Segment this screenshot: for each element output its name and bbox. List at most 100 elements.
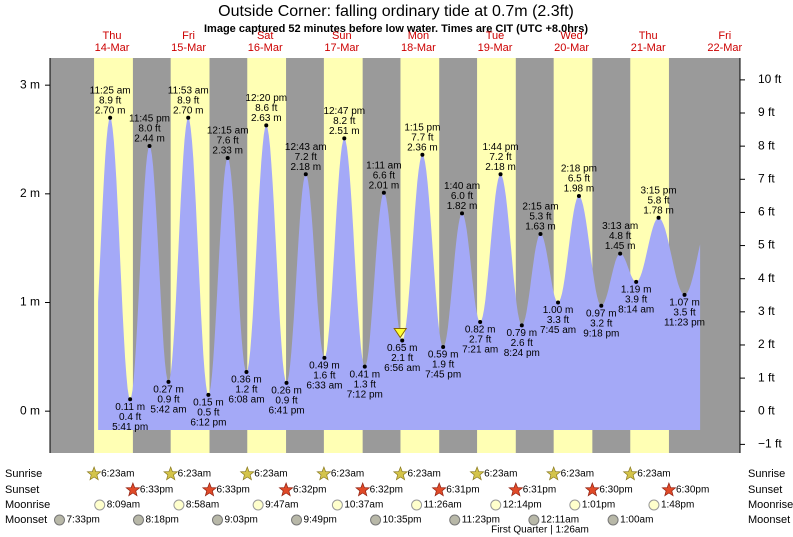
moonset-icon	[53, 514, 65, 526]
extreme-label: 2.6 ft	[511, 338, 533, 349]
extreme-label: 3.5 ft	[673, 308, 695, 319]
y2-tick-label: 9 ft	[758, 105, 775, 119]
almanac-label: Sunrise	[5, 468, 42, 480]
extreme-dot	[441, 345, 446, 350]
extreme-label: 1.63 m	[525, 222, 556, 233]
almanac-label: Moonrise	[748, 499, 793, 511]
extreme-dot	[362, 364, 367, 369]
date-label: 14-Mar	[95, 42, 130, 54]
sunrise-icon	[239, 466, 255, 481]
almanac-label: Moonset	[5, 514, 47, 526]
extreme-label: 0.15 m	[193, 398, 224, 409]
extreme-dot	[682, 292, 687, 297]
extreme-label: 7.2 ft	[489, 152, 511, 163]
y2-tick-label: 1 ft	[758, 370, 775, 384]
date-label: 18-Mar	[401, 42, 436, 54]
extreme-label: 0.5 ft	[197, 408, 219, 419]
almanac-time: 6:31pm	[446, 485, 479, 496]
extreme-label: 0.9 ft	[157, 394, 179, 405]
almanac-time: 7:33pm	[66, 515, 99, 526]
y2-tick-label: 6 ft	[758, 205, 775, 219]
y2-tick-label: −1 ft	[758, 437, 782, 451]
almanac-label: Sunset	[5, 484, 39, 496]
almanac-time: 11:23pm	[462, 515, 500, 526]
extreme-label: 8:14 am	[618, 304, 654, 315]
extreme-label: 1.78 m	[643, 205, 674, 216]
almanac-time: 6:23am	[178, 469, 211, 480]
almanac-time: 6:32pm	[370, 485, 403, 496]
moon-phase: First Quarter | 1:26am	[491, 525, 589, 536]
extreme-label: 2:18 pm	[561, 164, 597, 175]
date-label: 16-Mar	[248, 42, 283, 54]
almanac-time: 6:23am	[637, 469, 670, 480]
extreme-label: 2:15 am	[522, 202, 558, 213]
y2-tick-label: 2 ft	[758, 337, 775, 351]
extreme-dot	[225, 155, 230, 160]
sunset-icon	[661, 482, 677, 497]
extreme-dot	[420, 152, 425, 157]
extreme-label: 3.3 ft	[547, 315, 569, 326]
extreme-label: 0.41 m	[349, 369, 380, 380]
sunrise-icon	[546, 466, 562, 481]
almanac-time: 1:00am	[620, 515, 653, 526]
extreme-label: 7:45 pm	[425, 370, 461, 381]
extreme-label: 6:12 pm	[190, 418, 226, 429]
extreme-label: 6.6 ft	[373, 170, 395, 181]
extreme-label: 12:43 am	[285, 142, 327, 153]
extreme-label: 1.9 ft	[432, 360, 454, 371]
extreme-label: 2.7 ft	[469, 335, 491, 346]
y2-tick-label: 5 ft	[758, 238, 775, 252]
almanac-time: 6:23am	[254, 469, 287, 480]
y-tick-label: 1 m	[20, 295, 40, 309]
almanac-time: 6:33pm	[217, 485, 250, 496]
extreme-label: 0.49 m	[309, 361, 340, 372]
extreme-dot	[656, 215, 661, 220]
extreme-label: 6:08 am	[228, 395, 264, 406]
almanac-label: Sunrise	[748, 468, 785, 480]
almanac-time: 6:23am	[331, 469, 364, 480]
moonset-icon	[132, 514, 144, 526]
extreme-label: 0.11 m	[115, 402, 145, 413]
extreme-label: 2.44 m	[134, 134, 165, 145]
extreme-label: 7:12 pm	[347, 389, 383, 400]
sunset-icon	[508, 482, 524, 497]
extreme-label: 0.9 ft	[275, 396, 297, 407]
extreme-dot	[166, 379, 171, 384]
extreme-label: 2.36 m	[407, 142, 438, 153]
extreme-label: 1.45 m	[605, 241, 636, 252]
moonrise-icon	[173, 499, 185, 511]
extreme-label: 4.8 ft	[609, 231, 631, 242]
extreme-label: 1:44 pm	[482, 142, 518, 153]
extreme-label: 1.6 ft	[313, 371, 335, 382]
moonrise-icon	[94, 499, 106, 511]
extreme-dot	[264, 123, 269, 128]
extreme-dot	[284, 380, 289, 385]
extreme-dot	[342, 136, 347, 141]
extreme-dot	[322, 355, 327, 360]
almanac-time: 6:32pm	[293, 485, 326, 496]
extreme-label: 6:56 am	[384, 363, 420, 374]
almanac-time: 10:35pm	[383, 515, 422, 526]
sunrise-icon	[392, 466, 409, 481]
extreme-label: 9:18 pm	[583, 328, 619, 339]
extreme-dot	[556, 300, 561, 305]
date-label: 21-Mar	[631, 42, 666, 54]
extreme-dot	[498, 172, 503, 177]
sunset-icon	[201, 482, 218, 497]
tide-area	[98, 117, 701, 431]
extreme-label: 5:42 am	[150, 404, 186, 415]
day-label: Fri	[182, 30, 195, 42]
almanac-time: 8:18pm	[145, 515, 178, 526]
extreme-label: 2.1 ft	[391, 353, 413, 364]
y-tick-label: 0 m	[20, 403, 40, 417]
extreme-label: 1:15 pm	[404, 122, 440, 133]
extreme-label: 1.00 m	[543, 305, 574, 316]
sunset-icon	[278, 482, 294, 497]
extreme-label: 11:45 pm	[129, 114, 170, 125]
date-label: 22-Mar	[707, 42, 742, 54]
moonrise-icon	[490, 499, 502, 511]
extreme-label: 8.2 ft	[333, 116, 355, 127]
sunrise-icon	[163, 466, 179, 481]
extreme-label: 3.2 ft	[590, 318, 612, 329]
